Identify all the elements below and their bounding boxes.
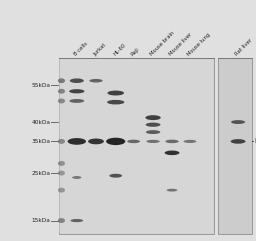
Ellipse shape [146, 123, 161, 127]
Text: Mouse liver: Mouse liver [168, 32, 194, 57]
Ellipse shape [108, 91, 124, 95]
Ellipse shape [58, 78, 65, 83]
Text: 15kDa: 15kDa [31, 218, 50, 223]
Ellipse shape [68, 138, 86, 145]
Ellipse shape [127, 140, 140, 143]
Ellipse shape [69, 89, 84, 93]
Ellipse shape [106, 138, 125, 145]
Bar [59, 58, 214, 234]
Text: 25kDa: 25kDa [31, 171, 50, 176]
Ellipse shape [58, 99, 65, 103]
Ellipse shape [107, 100, 124, 104]
Text: Jurkat: Jurkat [92, 42, 107, 57]
Text: Mouse lung: Mouse lung [186, 32, 211, 57]
Text: Rat liver: Rat liver [234, 37, 254, 57]
Ellipse shape [165, 151, 179, 155]
Bar [59, 58, 213, 233]
Ellipse shape [58, 218, 65, 223]
Ellipse shape [58, 171, 65, 175]
Ellipse shape [109, 174, 122, 178]
Ellipse shape [184, 140, 196, 143]
Ellipse shape [146, 130, 160, 134]
Ellipse shape [58, 188, 65, 193]
Ellipse shape [88, 139, 104, 144]
Ellipse shape [58, 139, 65, 144]
Ellipse shape [58, 161, 65, 166]
Ellipse shape [146, 140, 160, 143]
Ellipse shape [69, 99, 84, 103]
Ellipse shape [145, 115, 161, 120]
Ellipse shape [167, 189, 177, 192]
Text: Mouse brain: Mouse brain [150, 30, 176, 57]
Text: Raji: Raji [130, 46, 141, 57]
Ellipse shape [70, 78, 84, 83]
Ellipse shape [231, 120, 245, 124]
Ellipse shape [58, 89, 65, 94]
Text: 55kDa: 55kDa [31, 83, 50, 88]
Bar [218, 58, 252, 234]
Ellipse shape [70, 219, 83, 222]
Text: LAIR1: LAIR1 [254, 138, 256, 144]
Ellipse shape [72, 176, 81, 179]
Ellipse shape [165, 140, 179, 143]
Text: 40kDa: 40kDa [31, 120, 50, 125]
Ellipse shape [89, 79, 103, 82]
Text: 35kDa: 35kDa [31, 139, 50, 144]
Text: HL-60: HL-60 [112, 42, 126, 57]
Text: B cells: B cells [73, 41, 89, 57]
Ellipse shape [231, 139, 246, 144]
